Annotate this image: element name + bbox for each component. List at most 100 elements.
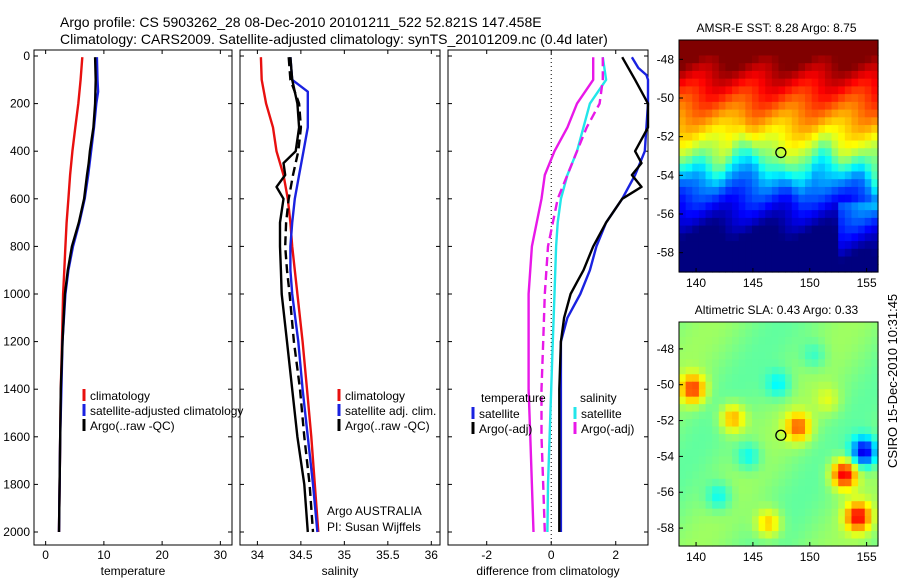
map-cell bbox=[758, 210, 766, 219]
map-cell bbox=[745, 109, 753, 118]
map-cell bbox=[778, 344, 786, 353]
map-cell bbox=[785, 171, 793, 180]
map-cell bbox=[791, 256, 799, 265]
map-cell bbox=[818, 478, 826, 487]
map-cell bbox=[805, 322, 813, 331]
map-cell bbox=[712, 411, 720, 420]
map-cell bbox=[765, 538, 773, 547]
map-cell bbox=[791, 217, 799, 227]
series-line-temperature-argo-adj bbox=[558, 56, 650, 532]
map-cell bbox=[698, 40, 707, 49]
map-cell bbox=[838, 523, 846, 532]
map-cell bbox=[751, 194, 760, 203]
map-cell bbox=[698, 336, 707, 345]
map-cell bbox=[679, 329, 687, 338]
map-cell bbox=[831, 140, 839, 149]
map-cell bbox=[751, 389, 760, 398]
map-cell bbox=[705, 70, 713, 80]
map-y-tick-label: -52 bbox=[657, 414, 675, 428]
map-cell bbox=[771, 171, 780, 180]
map-cell bbox=[705, 404, 713, 413]
map-cell bbox=[685, 101, 693, 111]
map-cell bbox=[725, 163, 733, 173]
map-cell bbox=[712, 117, 720, 126]
map-cell bbox=[864, 486, 872, 495]
map-cell bbox=[858, 501, 866, 510]
map-cell bbox=[725, 471, 733, 480]
map-cell bbox=[692, 210, 700, 219]
map-cell bbox=[824, 396, 833, 405]
map-cell bbox=[725, 148, 733, 157]
map-cell bbox=[725, 86, 733, 95]
map-cell bbox=[698, 132, 707, 142]
map-cell bbox=[745, 434, 753, 443]
map-cell bbox=[771, 381, 780, 390]
map-cell bbox=[824, 463, 833, 472]
map-cell bbox=[805, 109, 813, 118]
map-cell bbox=[831, 523, 839, 532]
map-cell bbox=[718, 463, 727, 472]
map-cell bbox=[785, 117, 793, 126]
map-cell bbox=[679, 125, 687, 134]
map-cell bbox=[785, 186, 793, 196]
map-cell bbox=[838, 256, 846, 265]
map-cell bbox=[685, 538, 693, 547]
map-cell bbox=[679, 516, 687, 525]
map-cell bbox=[771, 163, 780, 173]
map-cell bbox=[718, 419, 727, 428]
map-cell bbox=[725, 456, 733, 465]
map-cell bbox=[785, 225, 793, 234]
map-cell bbox=[785, 70, 793, 80]
map-cell bbox=[864, 523, 872, 532]
map-cell bbox=[798, 404, 806, 413]
map-cell bbox=[698, 426, 707, 435]
map-cell bbox=[698, 117, 707, 126]
map-cell bbox=[818, 456, 826, 465]
map-cell bbox=[692, 516, 700, 525]
map-cell bbox=[718, 531, 727, 540]
map-cell bbox=[818, 248, 826, 258]
map-cell bbox=[771, 101, 780, 111]
map-cell bbox=[785, 233, 793, 242]
map-cell bbox=[791, 471, 799, 480]
map-cell bbox=[705, 101, 713, 111]
map-cell bbox=[871, 86, 879, 95]
map-cell bbox=[818, 501, 826, 510]
map-cell bbox=[758, 47, 766, 57]
map-cell bbox=[778, 186, 786, 196]
map-x-tick-label: 155 bbox=[857, 276, 877, 290]
map-cell bbox=[798, 55, 806, 64]
map-cell bbox=[824, 148, 833, 157]
map-cell bbox=[718, 171, 727, 180]
map-cell bbox=[745, 404, 753, 413]
map-cell bbox=[791, 156, 799, 165]
map-cell bbox=[805, 55, 813, 64]
map-cell bbox=[771, 47, 780, 57]
map-cell bbox=[732, 163, 740, 173]
map-cell bbox=[705, 523, 713, 532]
map-cell bbox=[791, 486, 799, 495]
map-cell bbox=[725, 441, 733, 450]
map-cell bbox=[831, 70, 839, 80]
map-cell bbox=[791, 516, 799, 525]
map-cell bbox=[698, 374, 707, 383]
map-cell bbox=[765, 109, 773, 118]
map-cell bbox=[692, 374, 700, 383]
map-cell bbox=[732, 78, 740, 87]
map-cell bbox=[844, 396, 853, 405]
map-cell bbox=[705, 381, 713, 390]
map-cell bbox=[838, 86, 846, 95]
map-cell bbox=[745, 351, 753, 360]
map-cell bbox=[758, 186, 766, 196]
map-cell bbox=[679, 78, 687, 87]
map-cell bbox=[844, 441, 853, 450]
map-cell bbox=[824, 336, 833, 345]
map-cell bbox=[718, 329, 727, 338]
map-cell bbox=[851, 531, 859, 540]
map-cell bbox=[745, 471, 753, 480]
map-cell bbox=[685, 186, 693, 196]
map-cell bbox=[864, 463, 872, 472]
map-cell bbox=[871, 233, 879, 242]
map-cell bbox=[785, 463, 793, 472]
map-cell bbox=[858, 344, 866, 353]
